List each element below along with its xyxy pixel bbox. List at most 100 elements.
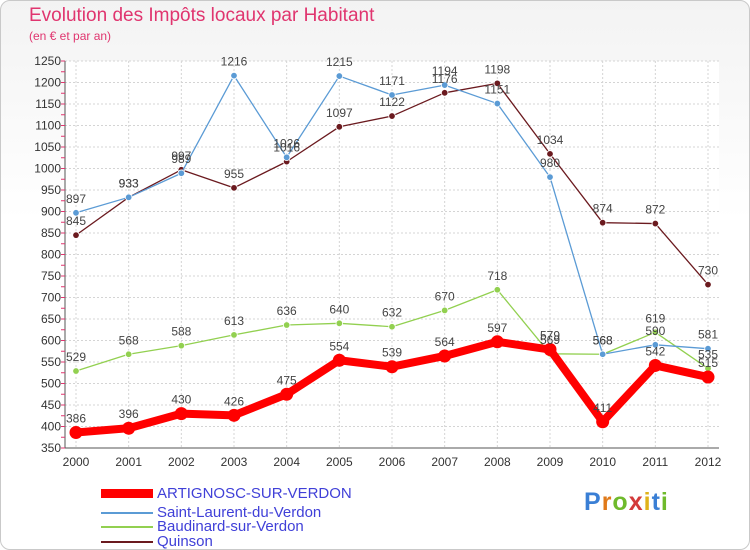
data-point (493, 286, 502, 294)
legend-label: Quinson (157, 532, 213, 550)
data-label: 396 (119, 407, 139, 421)
legend-label: Saint-Laurent-du-Verdon (157, 503, 322, 521)
logo-letter: i (660, 488, 669, 516)
data-label: 539 (382, 346, 402, 360)
logo-letter: x (628, 488, 644, 516)
data-label: 1171 (379, 74, 405, 88)
x-tick-label: 2001 (115, 455, 142, 469)
data-point (543, 343, 557, 357)
x-tick-label: 2002 (168, 455, 195, 469)
data-point (651, 219, 660, 228)
y-tick-label: 350 (41, 441, 61, 455)
y-tick-label: 550 (41, 355, 61, 369)
data-label: 933 (119, 176, 139, 190)
data-label: 568 (593, 333, 613, 347)
y-tick-label: 500 (41, 377, 61, 391)
y-tick-label: 900 (41, 205, 61, 219)
y-tick-label: 1150 (35, 97, 61, 111)
proxiti-logo: Proxiti (584, 488, 669, 517)
data-point (648, 358, 662, 372)
y-tick-label: 700 (41, 291, 61, 305)
data-label: 588 (171, 325, 191, 339)
logo-letter: P (584, 488, 602, 516)
x-tick-label: 2011 (642, 455, 668, 469)
data-point (546, 173, 554, 181)
y-tick-label: 650 (41, 312, 61, 326)
x-tick-label: 2007 (431, 455, 458, 469)
data-label: 579 (540, 329, 560, 343)
data-label: 569 (540, 333, 560, 347)
data-label: 980 (540, 156, 560, 170)
data-point (230, 71, 238, 80)
x-tick-label: 2008 (484, 455, 511, 469)
data-point (440, 89, 449, 97)
y-tick-label: 800 (41, 248, 61, 262)
data-label: 619 (645, 311, 665, 325)
data-label: 1034 (537, 133, 564, 147)
chart-title: Evolution des Impôts locaux par Habitant (29, 5, 375, 26)
logo-letter: t (651, 488, 661, 516)
data-label: 1016 (273, 141, 300, 155)
data-label: 597 (487, 321, 507, 335)
data-point (282, 153, 291, 162)
legend-swatch (101, 526, 153, 528)
data-label: 1151 (484, 83, 510, 97)
data-label: 845 (66, 214, 86, 228)
data-label: 411 (593, 401, 612, 415)
x-tick-label: 2003 (221, 455, 248, 469)
data-label: 874 (593, 202, 613, 216)
data-point (704, 280, 712, 289)
data-point (72, 367, 80, 375)
data-point (124, 193, 133, 202)
legend-label: ARTIGNOSC-SUR-VERDON (157, 485, 352, 502)
y-tick-label: 850 (41, 226, 61, 240)
data-label: 632 (382, 306, 402, 320)
data-point (651, 341, 660, 349)
y-tick-label: 1000 (34, 162, 61, 176)
data-point (335, 319, 344, 327)
data-label: 590 (645, 324, 665, 338)
x-tick-label: 2010 (589, 455, 616, 469)
data-point (335, 72, 344, 80)
data-point (282, 321, 291, 329)
data-label: 1176 (432, 72, 458, 86)
logo-letter: r (601, 488, 613, 516)
data-label: 430 (171, 393, 191, 407)
data-label: 670 (435, 289, 455, 303)
y-tick-label: 400 (41, 420, 61, 434)
legend-swatch (101, 489, 153, 498)
data-label: 542 (645, 344, 665, 358)
y-tick-label: 950 (41, 183, 61, 197)
data-point (438, 349, 452, 363)
data-point (493, 99, 502, 108)
data-point (385, 360, 399, 374)
data-label: 386 (66, 412, 86, 426)
data-point (332, 353, 346, 367)
data-point (651, 328, 660, 337)
data-label: 1026 (273, 136, 300, 150)
data-label: 554 (329, 339, 349, 353)
data-point (72, 231, 80, 239)
data-label: 1097 (326, 106, 353, 120)
data-point (546, 150, 554, 158)
data-point (174, 407, 188, 421)
data-label: 872 (645, 203, 665, 217)
data-point (230, 331, 238, 339)
data-label: 475 (277, 373, 297, 387)
y-tick-label: 450 (41, 398, 61, 412)
data-point (177, 341, 186, 350)
data-point (122, 421, 136, 435)
data-label: 636 (277, 304, 297, 318)
data-label: 897 (66, 192, 86, 206)
legend-swatch (101, 540, 153, 543)
data-point (388, 323, 396, 331)
data-label: 730 (698, 264, 718, 278)
data-point (704, 344, 712, 353)
data-label: 1194 (432, 64, 458, 78)
x-tick-label: 2000 (63, 455, 90, 469)
data-label: 1215 (326, 55, 353, 69)
data-point (335, 123, 344, 131)
logo-letter: o (612, 488, 629, 516)
legend-label: Baudinard-sur-Verdon (157, 518, 304, 535)
y-tick-label: 1050 (34, 140, 61, 154)
